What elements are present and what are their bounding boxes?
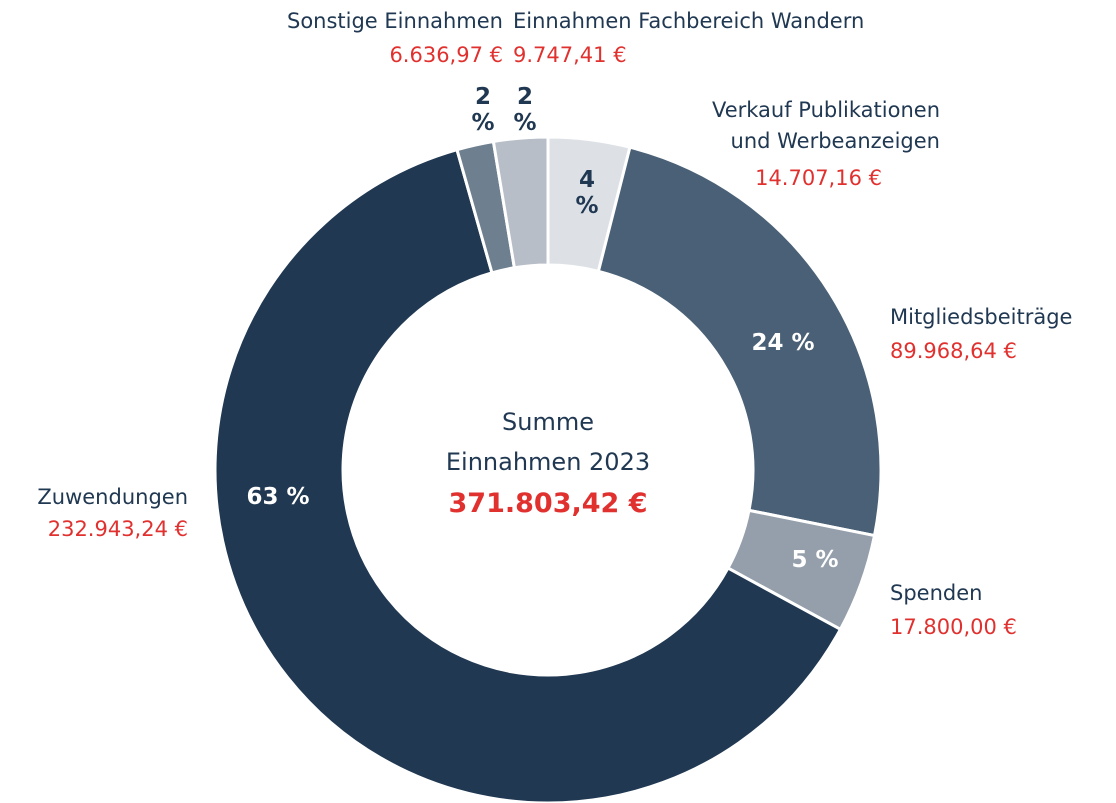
value-label: 14.707,16 € <box>755 166 882 190</box>
percentage-label: 2 % <box>513 84 537 136</box>
percentage-label: 2 % <box>471 84 495 136</box>
value-label: 232.943,24 € <box>47 517 188 541</box>
category-label: Sonstige Einnahmen <box>286 9 503 33</box>
category-label: Verkauf Publikationen und Werbeanzeigen <box>711 98 940 153</box>
category-label: Zuwendungen <box>37 485 188 509</box>
total-label: 371.803,42 € <box>448 488 648 519</box>
value-label: 17.800,00 € <box>890 615 1017 639</box>
category-label: Mitgliedsbeiträge <box>890 305 1073 329</box>
percentage-label: 63 % <box>246 484 310 510</box>
center-title: Summe Einnahmen 2023 <box>445 408 651 476</box>
slice <box>596 145 883 538</box>
category-label: Spenden <box>890 581 983 605</box>
category-label: Einnahmen Fachbereich Wandern <box>513 9 865 33</box>
slice <box>491 135 550 270</box>
value-label: 89.968,64 € <box>890 339 1017 363</box>
value-label: 9.747,41 € <box>513 43 627 67</box>
percentage-label: 4 % <box>575 167 599 219</box>
slice <box>213 147 843 803</box>
percentage-label: 5 % <box>791 547 839 573</box>
percentage-label: 24 % <box>751 330 815 356</box>
value-label: 6.636,97 € <box>389 43 503 67</box>
